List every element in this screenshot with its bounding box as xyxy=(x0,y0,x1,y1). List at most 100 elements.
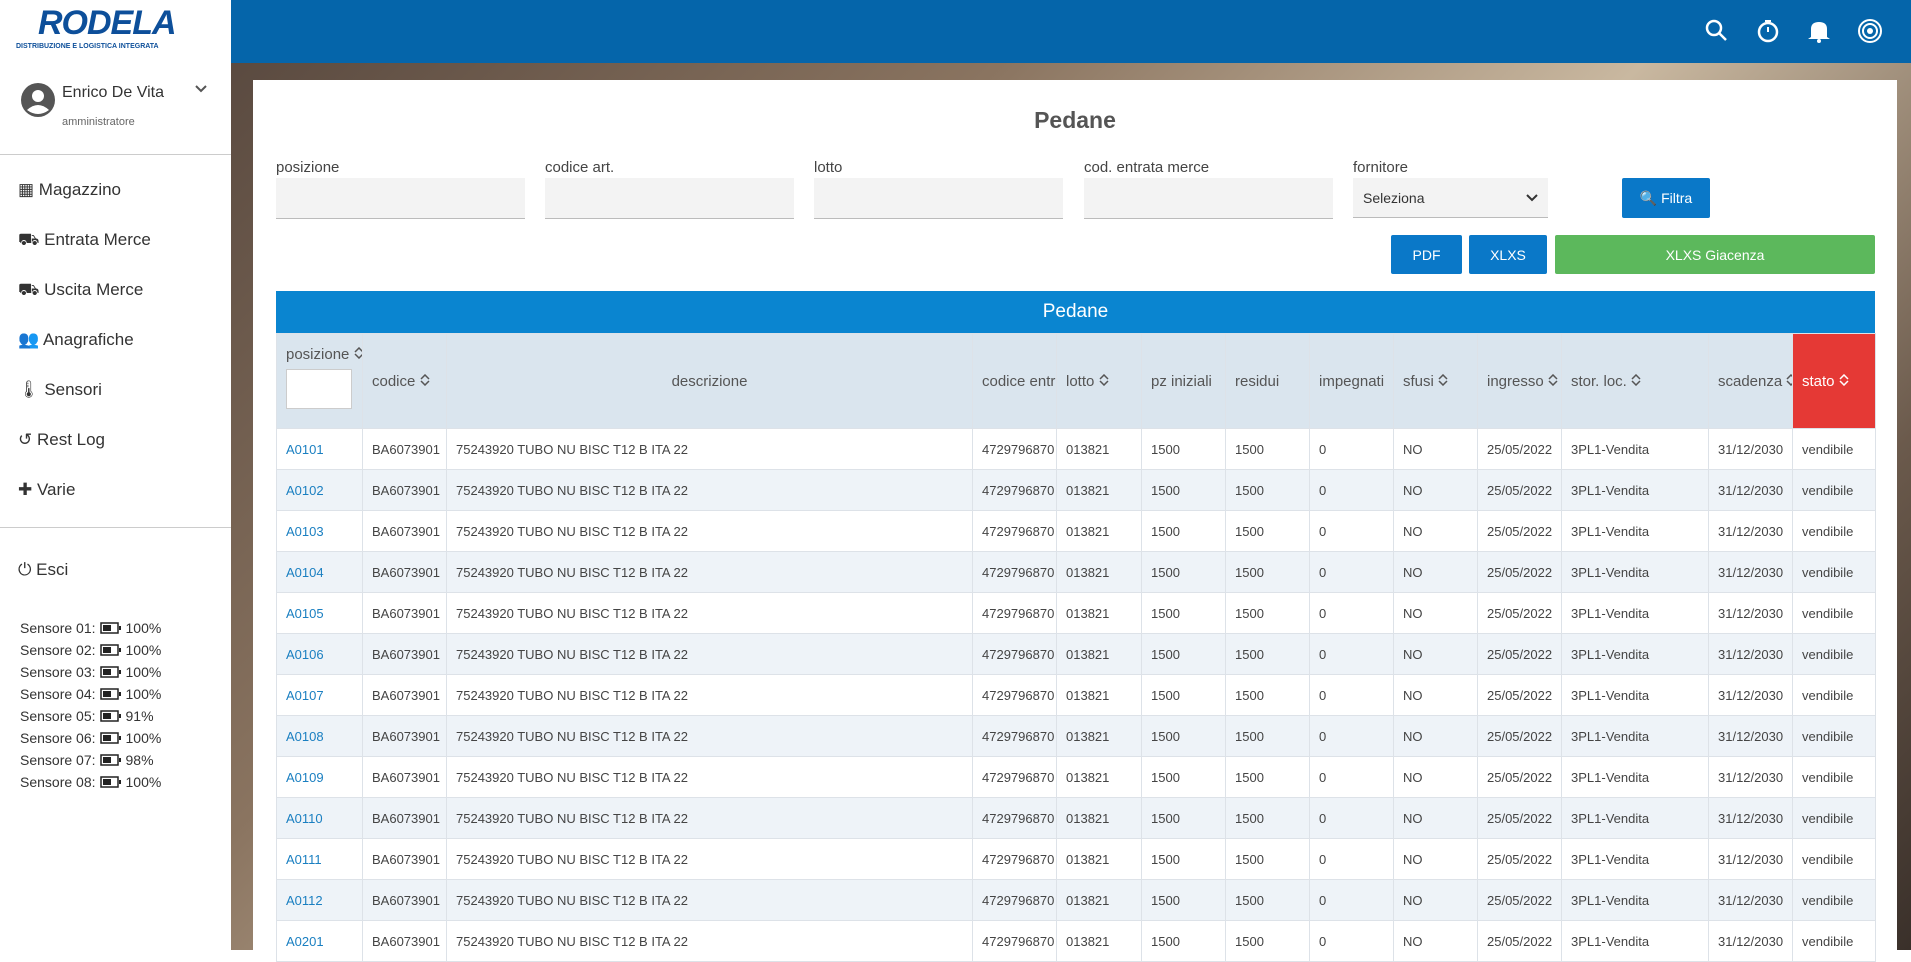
filter-button[interactable]: 🔍 Filtra xyxy=(1622,178,1710,218)
xlxs-button[interactable]: XLXS xyxy=(1469,235,1547,274)
position-link[interactable]: A0106 xyxy=(286,646,324,662)
cell-text: 013821 xyxy=(1066,933,1110,949)
table-row: A0112 BA6073901 75243920 TUBO NU BISC T12 … xyxy=(276,879,1876,921)
menu-label[interactable]: Varie xyxy=(36,480,76,499)
table-cell: NO xyxy=(1393,633,1478,675)
position-link[interactable]: A0110 xyxy=(286,810,323,826)
sort-icon[interactable] xyxy=(420,373,430,386)
table-cell: NO xyxy=(1393,592,1478,634)
menu-item[interactable]: ⛟ Entrata Merce xyxy=(18,230,151,249)
menu-item[interactable]: 👥 Anagrafiche xyxy=(18,330,134,349)
sort-icon[interactable] xyxy=(1438,373,1448,386)
sort-icon[interactable] xyxy=(1631,373,1641,386)
xlxs-giacenza-button[interactable]: XLXS Giacenza xyxy=(1555,235,1875,274)
top-icons[interactable] xyxy=(1705,19,1885,43)
table-cell: 3PL1-Vendita xyxy=(1561,879,1709,921)
sort-icon[interactable] xyxy=(354,346,363,360)
logo[interactable]: RODELA DISTRIBUZIONE E LOGISTICA INTEGRA… xyxy=(16,4,177,50)
position-link[interactable]: A0101 xyxy=(286,441,324,457)
filter-input[interactable] xyxy=(814,178,1063,219)
table-row: A0106 BA6073901 75243920 TUBO NU BISC T12 … xyxy=(276,633,1876,675)
column-header[interactable]: stor. loc. xyxy=(1561,333,1709,429)
column-header[interactable]: posizione xyxy=(276,333,363,429)
column-header[interactable]: codice xyxy=(362,333,447,429)
position-link[interactable]: A0102 xyxy=(286,482,324,498)
menu-label[interactable]: Rest Log xyxy=(36,430,106,449)
filter-input[interactable] xyxy=(276,178,525,219)
table-cell: 1500 xyxy=(1141,510,1226,552)
table-cell: vendibile xyxy=(1792,633,1876,675)
table-cell: NO xyxy=(1393,510,1478,552)
column-header[interactable]: ingresso xyxy=(1477,333,1562,429)
logout[interactable]: ⏻ Esci xyxy=(18,560,69,579)
battery-icon xyxy=(99,710,121,722)
user-name[interactable]: Enrico De Vita xyxy=(62,84,164,101)
menu-label[interactable]: Magazzino xyxy=(38,180,122,199)
position-link[interactable]: A0105 xyxy=(286,605,324,621)
menu-label[interactable]: Sensori xyxy=(44,380,102,399)
menu-item[interactable]: ▦ Magazzino xyxy=(18,180,122,199)
cell-text: 0 xyxy=(1319,564,1327,580)
column-header[interactable]: scadenza xyxy=(1708,333,1793,429)
position-link[interactable]: A0201 xyxy=(286,933,324,949)
table-cell: 75243920 TUBO NU BISC T12 B ITA 22 xyxy=(446,797,973,839)
table-cell: A0201 xyxy=(276,920,363,962)
column-header[interactable]: sfusi xyxy=(1393,333,1478,429)
menu-label[interactable]: Entrata Merce xyxy=(44,230,151,249)
table-cell: NO xyxy=(1393,920,1478,962)
filter-input[interactable] xyxy=(545,178,794,219)
select-fornitore[interactable]: Seleziona xyxy=(1353,178,1548,218)
menu-item[interactable]: ⛟ Uscita Merce xyxy=(18,280,144,299)
user-role: amministratore xyxy=(62,116,135,128)
table-cell: 3PL1-Vendita xyxy=(1561,674,1709,716)
table-cell: 013821 xyxy=(1056,797,1142,839)
cell-text: 1500 xyxy=(1235,851,1264,867)
menu-label[interactable]: Anagrafiche xyxy=(42,330,134,349)
sensor-battery: 98% xyxy=(125,752,154,768)
sensor-battery: 100% xyxy=(125,664,162,680)
menu-item[interactable]: 🌡 Sensori xyxy=(18,380,102,399)
position-link[interactable]: A0111 xyxy=(286,851,322,867)
filter-input[interactable] xyxy=(1084,178,1333,219)
cell-text: 013821 xyxy=(1066,564,1110,580)
sort-icon[interactable] xyxy=(1786,373,1792,386)
cell-text: BA6073901 xyxy=(372,441,440,457)
column-header[interactable]: stato xyxy=(1792,333,1876,429)
sort-icon[interactable] xyxy=(1099,373,1109,386)
table-cell: 4729796870 xyxy=(972,633,1057,675)
table-cell: A0109 xyxy=(276,756,363,798)
cell-text: 4729796870 xyxy=(982,605,1055,621)
position-link[interactable]: A0112 xyxy=(286,892,323,908)
logout-label[interactable]: Esci xyxy=(36,560,69,579)
table-cell: 1500 xyxy=(1225,592,1310,634)
cell-text: 0 xyxy=(1319,441,1327,457)
cell-text: vendibile xyxy=(1802,851,1854,867)
cell-text: BA6073901 xyxy=(372,605,440,621)
position-link[interactable]: A0107 xyxy=(286,687,324,703)
table-cell: 1500 xyxy=(1141,797,1226,839)
position-link[interactable]: A0104 xyxy=(286,564,324,580)
user-chevron[interactable] xyxy=(195,85,207,93)
filter-label: codice art. xyxy=(545,159,615,176)
cell-text: 4729796870 xyxy=(982,687,1055,703)
cell-text: NO xyxy=(1403,646,1423,662)
column-filter-input[interactable] xyxy=(286,369,352,409)
table-cell: 25/05/2022 xyxy=(1477,674,1562,716)
table-cell: 0 xyxy=(1309,469,1394,511)
cell-text: 1500 xyxy=(1235,892,1264,908)
table-cell: 013821 xyxy=(1056,715,1142,757)
sort-icon[interactable] xyxy=(1548,373,1558,386)
table-cell: A0101 xyxy=(276,428,363,470)
cell-text: 0 xyxy=(1319,728,1327,744)
sort-icon[interactable] xyxy=(1839,373,1849,386)
table-cell: 31/12/2030 xyxy=(1708,469,1793,511)
menu-item[interactable]: ✚ Varie xyxy=(18,480,76,499)
position-link[interactable]: A0108 xyxy=(286,728,324,744)
position-link[interactable]: A0103 xyxy=(286,523,324,539)
pdf-button[interactable]: PDF xyxy=(1391,235,1462,274)
menu-label[interactable]: Uscita Merce xyxy=(44,280,144,299)
menu-item[interactable]: ↺ Rest Log xyxy=(18,430,106,449)
cell-text: 013821 xyxy=(1066,769,1110,785)
position-link[interactable]: A0109 xyxy=(286,769,324,785)
column-header[interactable]: lotto xyxy=(1056,333,1142,429)
